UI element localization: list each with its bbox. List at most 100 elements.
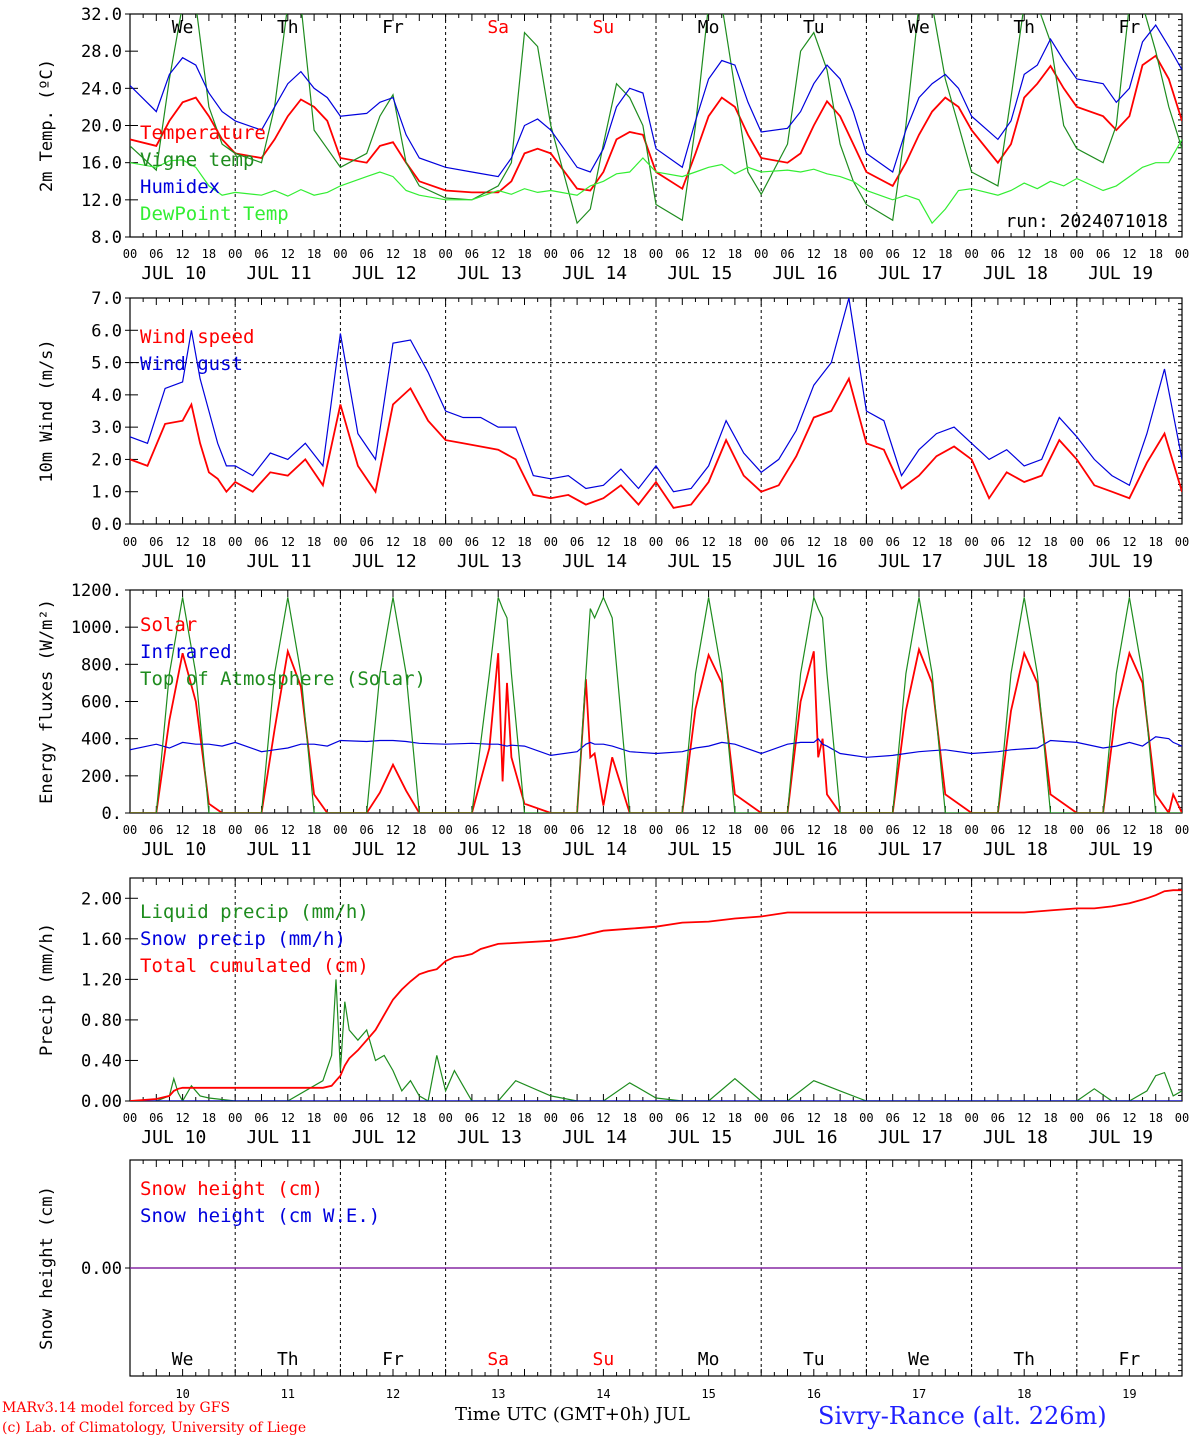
- hour-tick-label: 00: [438, 247, 452, 261]
- hour-tick-label: 12: [1122, 247, 1136, 261]
- legend-entry: Wind speed: [140, 326, 254, 348]
- hour-tick-label: 12: [386, 823, 400, 837]
- hour-tick-label: 12: [701, 247, 715, 261]
- y-tick-label: 0.00: [81, 1259, 122, 1279]
- y-tick-label: 5.0: [91, 354, 122, 374]
- hour-tick-label: 12: [1017, 247, 1031, 261]
- hour-tick-label: 18: [412, 535, 426, 549]
- hour-tick-label: 18: [1148, 823, 1162, 837]
- hour-tick-label: 00: [964, 1111, 978, 1125]
- y-axis-title: Snow height (cm): [37, 1186, 57, 1350]
- hour-tick-label: 00: [1070, 535, 1084, 549]
- day-number-label: 15: [701, 1387, 715, 1401]
- hour-tick-label: 06: [465, 1111, 479, 1125]
- hour-tick-label: 12: [1122, 1111, 1136, 1125]
- hour-tick-label: 12: [281, 1111, 295, 1125]
- hour-tick-label: 06: [570, 1111, 584, 1125]
- hour-tick-label: 18: [833, 1111, 847, 1125]
- hour-tick-label: 18: [517, 535, 531, 549]
- day-label: JUL 10: [141, 551, 206, 572]
- hour-tick-label: 12: [912, 247, 926, 261]
- hour-tick-label: 06: [1096, 1111, 1110, 1125]
- legend-entry: Top of Atmosphere (Solar): [140, 668, 426, 690]
- hour-tick-label: 06: [254, 823, 268, 837]
- hour-tick-label: 12: [281, 535, 295, 549]
- hour-tick-label: 12: [807, 247, 821, 261]
- hour-tick-label: 12: [596, 823, 610, 837]
- weekday-label: Tu: [803, 17, 825, 38]
- series-line-wind-speed: [130, 376, 1182, 509]
- hour-tick-label: 18: [728, 247, 742, 261]
- weekday-label: Sa: [487, 17, 509, 38]
- day-label: JUL 13: [457, 1127, 522, 1148]
- run-label: run: 2024071018: [1005, 211, 1168, 232]
- y-tick-label: 1.60: [81, 930, 122, 950]
- day-label: JUL 16: [773, 263, 838, 284]
- legend-entry: Snow precip (mm/h): [140, 928, 346, 950]
- legend-entry: Infrared: [140, 641, 232, 663]
- y-tick-label: 32.0: [81, 5, 122, 25]
- hour-tick-label: 12: [491, 247, 505, 261]
- hour-tick-label: 18: [412, 247, 426, 261]
- day-label: JUL 18: [983, 551, 1048, 572]
- day-label: JUL 11: [247, 551, 312, 572]
- hour-tick-label: 18: [307, 1111, 321, 1125]
- hour-tick-label: 12: [701, 1111, 715, 1125]
- hour-tick-label: 06: [675, 535, 689, 549]
- day-label: JUL 14: [562, 839, 627, 860]
- hour-tick-label: 00: [859, 535, 873, 549]
- hour-tick-label: 12: [386, 247, 400, 261]
- day-label: JUL 19: [1088, 1127, 1153, 1148]
- hour-tick-label: 00: [754, 823, 768, 837]
- hour-tick-label: 00: [964, 535, 978, 549]
- hour-tick-label: 00: [859, 1111, 873, 1125]
- hour-tick-label: 06: [885, 1111, 899, 1125]
- legend-entry: Solar: [140, 614, 197, 636]
- day-number-label: 19: [1122, 1387, 1136, 1401]
- series-line-total-cumulated-cm-: [130, 889, 1182, 1101]
- y-tick-label: 2.00: [81, 889, 122, 909]
- hour-tick-label: 06: [885, 823, 899, 837]
- hour-tick-label: 12: [1122, 535, 1136, 549]
- hour-tick-label: 00: [649, 823, 663, 837]
- hour-tick-label: 00: [1070, 247, 1084, 261]
- hour-tick-label: 06: [991, 1111, 1005, 1125]
- weekday-label: We: [908, 1349, 930, 1370]
- hour-tick-label: 06: [570, 247, 584, 261]
- legend-entry: Total cumulated (cm): [140, 955, 369, 977]
- hour-tick-label: 12: [807, 1111, 821, 1125]
- hour-tick-label: 00: [123, 535, 137, 549]
- y-tick-label: 0.: [102, 804, 122, 824]
- hour-tick-label: 18: [307, 823, 321, 837]
- hour-tick-label: 12: [1017, 535, 1031, 549]
- hour-tick-label: 06: [149, 247, 163, 261]
- day-label: JUL 19: [1088, 839, 1153, 860]
- hour-tick-label: 06: [780, 247, 794, 261]
- day-label: JUL 16: [773, 551, 838, 572]
- hour-tick-label: 06: [991, 535, 1005, 549]
- hour-tick-label: 12: [491, 1111, 505, 1125]
- y-axis-title: Precip (mm/h): [37, 923, 57, 1056]
- y-tick-label: 1.0: [91, 483, 122, 503]
- hour-tick-label: 00: [859, 823, 873, 837]
- hour-tick-label: 18: [1043, 247, 1057, 261]
- day-label: JUL 15: [667, 551, 732, 572]
- day-number-label: 16: [807, 1387, 821, 1401]
- y-tick-label: 2.0: [91, 450, 122, 470]
- hour-tick-label: 06: [359, 247, 373, 261]
- day-label: JUL 18: [983, 1127, 1048, 1148]
- series-line-vigne-temp: [130, 14, 1182, 225]
- hour-tick-label: 12: [175, 247, 189, 261]
- hour-tick-label: 18: [202, 247, 216, 261]
- hour-tick-label: 06: [359, 535, 373, 549]
- hour-tick-label: 18: [622, 1111, 636, 1125]
- weekday-label: Sa: [487, 1349, 509, 1370]
- hour-tick-label: 12: [281, 247, 295, 261]
- y-tick-label: 3.0: [91, 418, 122, 438]
- hour-tick-label: 18: [938, 1111, 952, 1125]
- hour-tick-label: 00: [228, 1111, 242, 1125]
- day-label: JUL 14: [562, 263, 627, 284]
- y-tick-label: 0.00: [81, 1092, 122, 1112]
- hour-tick-label: 00: [123, 1111, 137, 1125]
- hour-tick-label: 00: [438, 1111, 452, 1125]
